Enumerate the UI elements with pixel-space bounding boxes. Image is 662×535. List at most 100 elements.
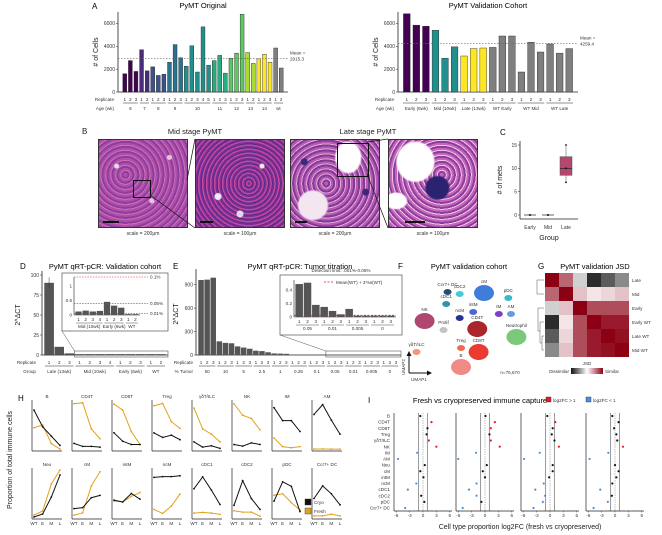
data-point-fresh: [90, 485, 93, 487]
replicate-label: 2: [224, 360, 227, 365]
panel-d-chart: D PyMT qRT-pCR: Validation cohort 0 25 50 75…: [15, 262, 169, 374]
series-line-cryo: [313, 485, 341, 506]
data-point-fresh: [250, 417, 253, 420]
y-tick-label: 6000: [384, 21, 395, 27]
replicate-label: 3: [322, 360, 325, 365]
group-label: Late (13wk): [462, 106, 486, 111]
x-tick-label: 0: [484, 513, 487, 518]
inset-y-tick: 0: [69, 313, 72, 318]
data-point: [547, 214, 549, 216]
fc-point: [543, 494, 547, 497]
cell-type-label: cDC2: [379, 493, 391, 498]
replicate-label: 1: [78, 360, 81, 365]
inset-replicate-label: 3: [390, 319, 393, 324]
x-tick-label: M: [49, 521, 53, 526]
x-tick-label: L: [299, 521, 302, 526]
bar: [245, 52, 250, 93]
cluster-label: AM: [508, 304, 515, 309]
fc-point: [548, 476, 551, 479]
group-label: Early (6wk): [119, 369, 142, 374]
series-line-cryo: [233, 442, 261, 447]
bar: [517, 71, 525, 93]
arrow-head-icon: [406, 351, 412, 356]
cluster-label: pDC: [504, 288, 514, 293]
y-tick-label: 0: [392, 90, 395, 96]
heatmap-cell: [545, 287, 559, 301]
data-point-fresh: [339, 514, 341, 517]
group-label: 11: [217, 106, 222, 111]
bar: [277, 353, 283, 355]
zoom-region: [74, 350, 169, 358]
replicate-label: 2: [263, 97, 266, 102]
data-point-cryo: [201, 475, 204, 478]
series-line-cryo: [153, 432, 181, 441]
x-tick-label: -6: [586, 513, 591, 518]
inset-replicate-label: 2: [381, 319, 384, 324]
x-axis-label: Cell type proportion log2FC (fresh vs cr…: [439, 524, 602, 531]
data-point-cryo: [250, 497, 253, 500]
inset-bar: [75, 311, 82, 315]
inset-bar: [96, 310, 104, 315]
heatmap-cell: [601, 315, 615, 329]
replicate-label: 3: [68, 360, 71, 365]
bar: [217, 55, 222, 93]
replicate-label: 1: [124, 97, 127, 102]
inset-replicate-label: 2: [331, 319, 334, 324]
bar: [234, 52, 239, 93]
legend-label-down: log2FC < 1: [593, 398, 616, 403]
replicate-label: 1: [364, 360, 367, 365]
data-point-fresh: [330, 513, 333, 516]
data-point-cryo: [313, 497, 315, 500]
cell-type-label: IM: [385, 450, 390, 455]
data-point-cryo: [210, 489, 213, 491]
bar: [54, 346, 64, 356]
cluster-pdc: [504, 295, 513, 301]
replicate-label: 2: [160, 360, 163, 365]
cluster-b: [451, 359, 472, 375]
inset-bar: [295, 284, 303, 317]
bar: [393, 354, 399, 355]
fc-point: [493, 421, 496, 424]
data-point-cryo: [250, 441, 253, 444]
fc-point: [416, 451, 419, 454]
data-point-cryo: [179, 474, 181, 477]
group-label: 13: [248, 106, 254, 111]
series-line-fresh: [73, 402, 101, 440]
group-label: wt: [276, 106, 281, 111]
data-point-fresh: [50, 483, 53, 485]
inset-replicate-label: 2: [84, 317, 87, 322]
fc-point: [485, 463, 488, 467]
y-tick-label: 600: [185, 306, 194, 312]
inset-bar: [370, 315, 378, 317]
data-point-cryo: [219, 447, 221, 450]
heatmap-cell: [615, 315, 629, 329]
fc-point: [550, 433, 553, 436]
inset-replicate-label: 3: [91, 317, 94, 322]
data-point-cryo: [193, 487, 195, 490]
y-tick-label: 25: [33, 333, 39, 339]
fc-point: [474, 451, 478, 454]
data-point-fresh: [290, 446, 293, 449]
fc-point: [480, 500, 483, 503]
group-label: WT Mid: [523, 106, 539, 111]
cell-type-label: CD8T: [378, 426, 390, 431]
bar: [307, 354, 314, 355]
heatmap-cell: [615, 343, 629, 357]
data-point-cryo: [139, 498, 141, 501]
inset-bar: [82, 310, 89, 315]
cluster-label: Neutrophil: [506, 323, 527, 328]
facet-title: B: [45, 394, 48, 399]
replicate-label: 2: [297, 360, 300, 365]
data-point-cryo: [210, 444, 213, 447]
x-tick-label: M: [249, 521, 253, 526]
fc-point: [406, 488, 409, 491]
x-tick-label: WT: [230, 521, 237, 526]
inset-replicate-label: 3: [340, 319, 343, 324]
inset-replicate-label: 1: [127, 317, 130, 322]
replicate-label: 2: [146, 97, 149, 102]
bar: [44, 282, 54, 356]
data-point-cryo: [41, 513, 44, 515]
x-tick-label: E: [241, 521, 244, 526]
fc-point: [427, 439, 430, 442]
